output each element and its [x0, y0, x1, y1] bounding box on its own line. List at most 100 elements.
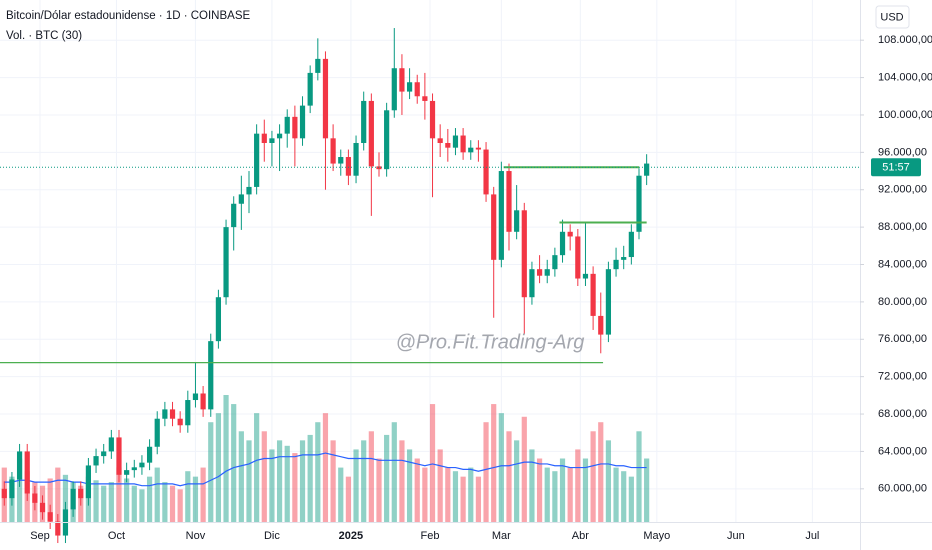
candle-body — [299, 105, 306, 139]
candle-body — [544, 269, 550, 276]
watermark: @Pro.Fit.Trading-Arg — [396, 331, 585, 353]
volume-bar — [598, 422, 604, 522]
x-tick-label: 2025 — [339, 530, 363, 542]
axes: 60.000,00 64.000,00 68.000,00 72.000,00 76.0… — [30, 34, 932, 542]
volume-bar — [406, 449, 413, 522]
x-tick-label: Sep — [30, 530, 50, 542]
volume-bar — [376, 458, 382, 522]
currency-label[interactable]: USD — [880, 11, 903, 23]
candle-body — [208, 341, 214, 410]
chart-title: Bitcoin/Dólar estadounidense · 1D · COIN… — [6, 10, 250, 22]
candle-body — [47, 512, 53, 522]
x-tick-label: Feb — [421, 530, 440, 542]
candle-body — [1, 488, 7, 499]
volume-bar — [200, 467, 206, 522]
candle-body — [254, 133, 260, 187]
candle-body — [452, 135, 459, 148]
volume-bar — [116, 467, 122, 522]
candle-body — [55, 521, 61, 536]
volume-bar — [567, 467, 573, 522]
volume-bar — [208, 422, 214, 522]
x-tick-label: Jul — [805, 530, 819, 542]
plot — [0, 28, 860, 544]
volume-bar — [345, 476, 352, 522]
volume-bar — [47, 478, 53, 522]
candle-body — [514, 210, 520, 232]
candle-body — [146, 446, 153, 463]
volume-ma-line — [4, 452, 647, 487]
candle-body — [353, 143, 359, 176]
candle-body — [124, 470, 130, 475]
volume-bar — [299, 440, 306, 522]
candle-body — [521, 210, 527, 298]
candle-body — [498, 171, 504, 260]
volume-bar — [307, 434, 313, 522]
volume-bar — [575, 449, 581, 522]
volume-bar — [414, 458, 420, 522]
volume-bar — [254, 413, 260, 522]
y-tick-label: 108.000,00 — [878, 34, 932, 46]
volume-bar — [498, 413, 504, 522]
volume-bar — [613, 467, 619, 522]
volume-bar — [529, 449, 535, 522]
volume-bar — [322, 413, 329, 522]
volume-bar — [368, 431, 374, 522]
candle-body — [605, 269, 612, 335]
candle-body — [101, 451, 107, 457]
y-tick-label: 84.000,00 — [878, 258, 927, 270]
candle-body — [529, 269, 535, 298]
x-tick-label: Mayo — [643, 530, 670, 542]
volume-bar — [315, 422, 321, 522]
volume-bar — [552, 471, 558, 522]
candle-body — [445, 143, 451, 148]
candle-body — [246, 186, 252, 195]
price-label-box — [871, 158, 921, 177]
volume-legend: Vol. · BTC (30) — [6, 30, 82, 42]
candle-body — [468, 147, 474, 153]
candle-body — [567, 231, 573, 237]
candle-body — [192, 393, 199, 401]
candle-body — [131, 467, 137, 471]
y-tick-label: 64.000,00 — [878, 445, 927, 457]
volume-bar — [124, 478, 130, 522]
candle-body — [261, 133, 267, 144]
y-tick-label: 68.000,00 — [878, 408, 927, 420]
volume-bar — [276, 440, 283, 522]
volume-bar — [55, 467, 61, 522]
candle-body — [536, 269, 543, 276]
candle-body — [276, 133, 283, 139]
candle-body — [636, 175, 642, 232]
candle-body — [406, 82, 413, 92]
candle-body — [437, 138, 443, 144]
volume-bar — [108, 482, 114, 522]
candle-body — [139, 462, 145, 468]
volume-bar — [445, 467, 451, 522]
volume-bar — [231, 404, 237, 522]
volume-bar — [452, 471, 459, 522]
volume-bar — [483, 422, 489, 522]
volume-bar — [636, 431, 642, 522]
candle-body — [32, 493, 38, 503]
candle-body — [154, 418, 160, 447]
volume-bar — [514, 440, 520, 522]
y-tick-label: 92.000,00 — [878, 184, 927, 196]
candle-body — [559, 231, 566, 256]
volume-bar — [16, 458, 23, 522]
volume-bar — [139, 489, 145, 522]
currency-button[interactable] — [875, 5, 910, 29]
volume-bar — [338, 467, 344, 522]
volume-bar — [261, 431, 267, 522]
volume-bar — [621, 471, 627, 522]
candle-body — [429, 100, 436, 139]
candle-body — [598, 315, 604, 335]
x-tick-label: Oct — [108, 530, 125, 542]
volume-bar — [559, 458, 566, 522]
y-tick-label: 72.000,00 — [878, 371, 927, 383]
candle-body — [384, 110, 390, 170]
candle-body — [200, 393, 206, 410]
volume-bar — [491, 404, 497, 522]
candle-body — [315, 58, 321, 73]
candle-body — [338, 157, 344, 164]
volume-bar — [93, 480, 99, 522]
